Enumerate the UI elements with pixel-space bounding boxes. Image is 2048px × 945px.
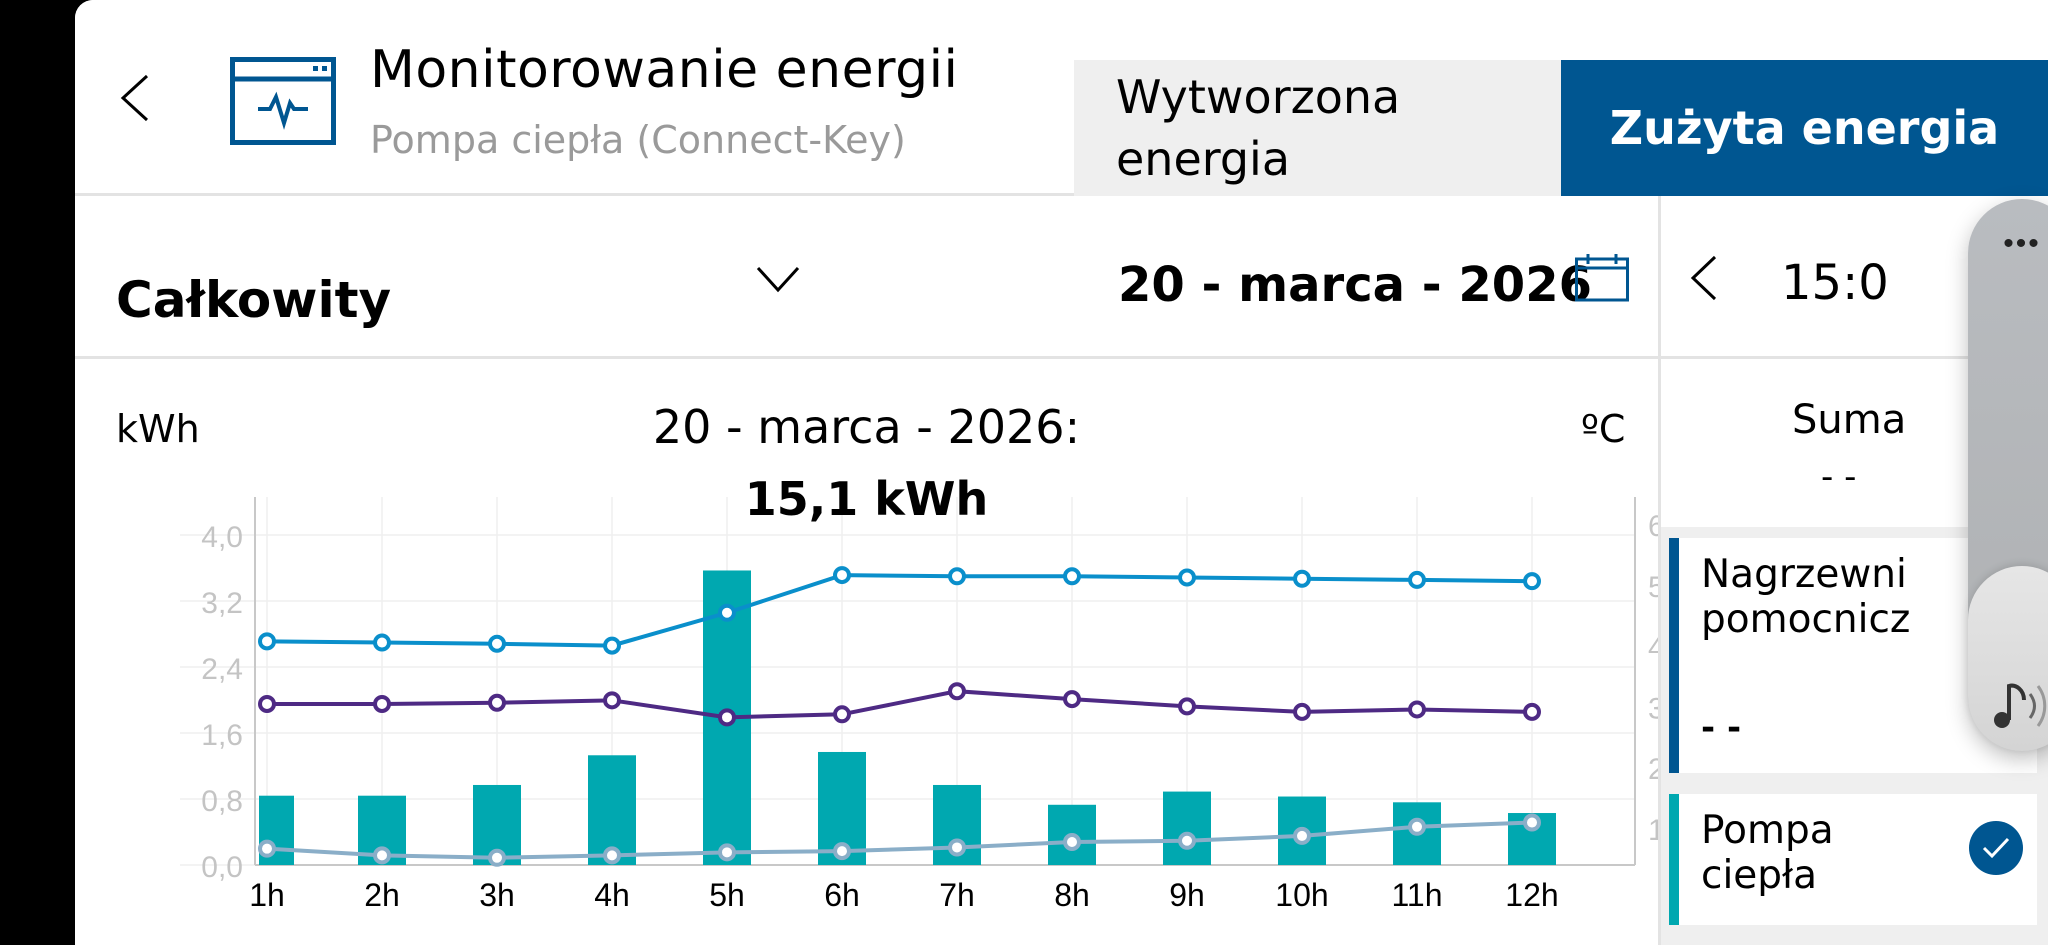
device-subtitle: Pompa ciepła (Connect-Key) (370, 118, 906, 162)
svg-text:20º: 20º (1648, 753, 1658, 786)
sum-block: Suma - - (1661, 362, 2048, 527)
svg-text:3,2: 3,2 (201, 587, 243, 620)
svg-text:1h: 1h (249, 877, 285, 913)
svg-text:3h: 3h (479, 877, 515, 913)
tab-label: Wytworzona energia (1116, 70, 1401, 186)
floating-side-handle[interactable]: ••• (1968, 199, 2048, 751)
chevron-down-icon[interactable] (755, 264, 801, 294)
filter-toolbar: Całkowity 20 - marca - 2026 (75, 199, 1658, 359)
svg-text:4,0: 4,0 (201, 521, 243, 554)
svg-text:7h: 7h (939, 877, 975, 913)
energy-monitor-icon (230, 57, 336, 145)
svg-text:30º: 30º (1648, 692, 1658, 725)
svg-text:11h: 11h (1391, 877, 1442, 913)
chart-total-value: 15,1 kWh (744, 472, 989, 526)
chevron-left-icon[interactable] (1689, 254, 1719, 302)
check-icon (1982, 837, 2010, 859)
checkbox-checked[interactable] (1969, 821, 2023, 875)
consumer-card-heat-pump[interactable]: Pompa ciepła (1669, 794, 2037, 925)
svg-text:2h: 2h (364, 877, 400, 913)
left-axis-unit: kWh (116, 407, 200, 451)
tab-produced-energy[interactable]: Wytworzona energia (1074, 60, 1561, 196)
chart-date-label: 20 - marca - 2026: (652, 400, 1081, 454)
svg-text:5h: 5h (709, 877, 745, 913)
svg-text:0,0: 0,0 (201, 851, 243, 884)
category-select[interactable]: Całkowity (116, 271, 392, 329)
consumer-name: Nagrzewni pomocnicz (1701, 552, 1911, 642)
chart-plot[interactable]: 0,0 0,8 1,6 2,4 3,2 4,0 10º 20º 30º 40º 50º 60º 1h 2h… (75, 362, 1658, 945)
sum-value: - - (1821, 457, 1857, 497)
svg-text:4h: 4h (594, 877, 630, 913)
tab-consumed-energy[interactable]: Zużyta energia (1561, 60, 2048, 196)
energy-chart: kWh 20 - marca - 2026: ºC 0,0 0,8 1,6 2,4 3,… (75, 362, 1658, 945)
svg-text:1,6: 1,6 (201, 719, 243, 752)
svg-text:12h: 12h (1505, 877, 1558, 913)
more-dots-icon[interactable]: ••• (2003, 227, 2041, 260)
panel-divider (1658, 196, 1661, 945)
svg-text:50º: 50º (1648, 571, 1658, 604)
calendar-icon[interactable] (1575, 254, 1629, 302)
app-window: Monitorowanie energii Pompa ciepła (Conn… (75, 0, 2048, 945)
music-sound-icon (1994, 683, 2047, 728)
date-picker-label[interactable]: 20 - marca - 2026 (1118, 257, 1592, 313)
svg-text:10h: 10h (1275, 877, 1328, 913)
svg-text:2,4: 2,4 (201, 653, 243, 686)
consumer-value: - - (1701, 708, 1742, 748)
svg-text:40º: 40º (1648, 632, 1658, 665)
time-label: 15:0 (1781, 255, 1889, 311)
svg-text:0,8: 0,8 (201, 785, 243, 818)
header: Monitorowanie energii Pompa ciepła (Conn… (75, 0, 2048, 196)
svg-text:9h: 9h (1169, 877, 1205, 913)
sum-label: Suma (1792, 397, 1907, 443)
back-chevron-icon[interactable] (115, 70, 155, 126)
svg-text:6h: 6h (824, 877, 860, 913)
svg-text:10º: 10º (1648, 814, 1658, 847)
consumer-name: Pompa ciepła (1701, 808, 1834, 898)
media-toggle-button[interactable] (1968, 566, 2048, 751)
page-title: Monitorowanie energii (370, 40, 959, 100)
time-navigator: 15:0 (1661, 199, 2048, 359)
tab-label: Zużyta energia (1609, 101, 2000, 155)
right-axis-unit: ºC (1581, 407, 1626, 451)
svg-text:60º: 60º (1648, 510, 1658, 543)
svg-text:8h: 8h (1054, 877, 1090, 913)
